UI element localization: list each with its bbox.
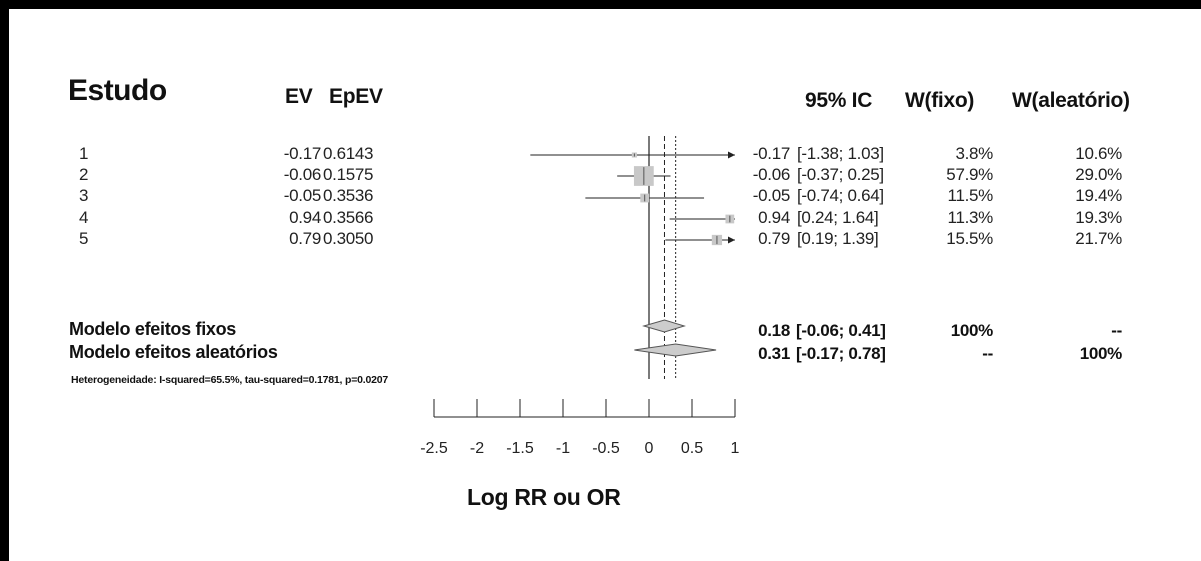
x-tick-label: -0.5 [592,440,620,457]
ci-arrow-right [728,152,735,159]
random-effect-diamond [634,344,716,356]
x-tick-label: 0 [645,440,654,457]
forest-plot-panel: Estudo EV EpEV 95% IC W(fixo) W(aleatóri… [9,9,1201,561]
ci-arrow-right [728,237,735,244]
x-tick-label: 0.5 [681,440,703,457]
x-tick-label: -2 [470,440,484,457]
x-tick-label: 1 [731,440,740,457]
forest-plot-graphics: -2.5 -2 -1.5 -1 -0.5 0 0.5 1 [9,9,1201,561]
x-tick-label: -2.5 [420,440,448,457]
x-tick-label: -1.5 [506,440,534,457]
x-tick-label: -1 [556,440,570,457]
fixed-effect-diamond [644,320,684,332]
x-axis-label: Log RR ou OR [467,484,621,511]
